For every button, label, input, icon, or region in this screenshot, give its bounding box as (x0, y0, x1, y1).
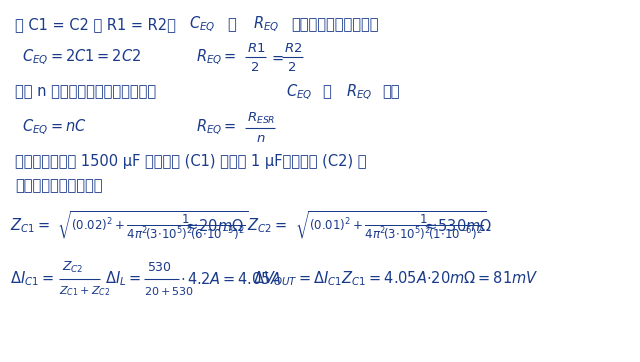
Text: $530$: $530$ (147, 261, 172, 274)
Text: 组成的输出滤波电路：: 组成的输出滤波电路： (15, 178, 103, 193)
Text: $2$: $2$ (287, 60, 296, 73)
Text: $\approx\!20m\Omega$: $\approx\!20m\Omega$ (183, 218, 244, 234)
Text: $=$: $=$ (269, 50, 285, 64)
Text: $C_{EQ}=2C1=2C2$: $C_{EQ}=2C1=2C2$ (22, 47, 141, 67)
Text: $\Delta V_{OUT}=\Delta I_{C1}Z_{C1}=4.05A{\cdot}20m\Omega=81mV$: $\Delta V_{OUT}=\Delta I_{C1}Z_{C1}=4.05… (253, 269, 539, 288)
Text: $C_{EQ}$: $C_{EQ}$ (285, 82, 312, 102)
Text: 如有 n 颗同一电容并联，并联后的: 如有 n 颗同一电容并联，并联后的 (15, 84, 161, 100)
Text: 才与频率无关。此时：: 才与频率无关。此时： (291, 17, 379, 32)
Text: 当 C1 = C2 和 R1 = R2，: 当 C1 = C2 和 R1 = R2， (15, 17, 176, 32)
Text: $20+530$: $20+530$ (144, 285, 195, 297)
Text: $Z_{C2}=$: $Z_{C2}=$ (246, 216, 287, 235)
Text: $\sqrt{\left(0.01\right)^{2}+\dfrac{1}{4\pi^{2}\!\left(3{\cdot}10^{5}\right)^{2}: $\sqrt{\left(0.01\right)^{2}+\dfrac{1}{4… (294, 210, 486, 242)
Text: $C_{EQ}$: $C_{EQ}$ (189, 15, 216, 34)
Text: $Z_{C1}=$: $Z_{C1}=$ (10, 216, 50, 235)
Text: $\approx\!530m\Omega$: $\approx\!530m\Omega$ (422, 218, 492, 234)
Text: $Z_{C2}$: $Z_{C2}$ (62, 260, 83, 275)
Text: 重新分析由四颗 1500 μF 电解电容 (C1) 和一颗 1 μF瓷片电容 (C2) 所: 重新分析由四颗 1500 μF 电解电容 (C1) 和一颗 1 μF瓷片电容 (… (15, 154, 367, 169)
Text: ${\cdot}\,4.2A=4.05A$: ${\cdot}\,4.2A=4.05A$ (180, 271, 282, 287)
Text: $\Delta I_{L}=$: $\Delta I_{L}=$ (104, 269, 141, 288)
Text: $R2$: $R2$ (284, 42, 302, 55)
Text: $2$: $2$ (250, 60, 259, 73)
Text: 和: 和 (228, 17, 236, 32)
Text: $R_{EQ}$: $R_{EQ}$ (253, 15, 280, 34)
Text: 和: 和 (322, 84, 331, 100)
Text: $R_{EQ}$: $R_{EQ}$ (346, 82, 372, 102)
Text: 为：: 为： (383, 84, 400, 100)
Text: $n$: $n$ (256, 132, 266, 145)
Text: $R1$: $R1$ (246, 42, 265, 55)
Text: $R_{EQ}=$: $R_{EQ}=$ (196, 47, 236, 67)
Text: $R_{ESR}$: $R_{ESR}$ (246, 111, 275, 126)
Text: $C_{EQ}=nC$: $C_{EQ}=nC$ (22, 118, 87, 138)
Text: $\sqrt{\left(0.02\right)^{2}+\dfrac{1}{4\pi^{2}\!\left(3{\cdot}10^{5}\right)^{2}: $\sqrt{\left(0.02\right)^{2}+\dfrac{1}{4… (58, 210, 249, 242)
Text: $R_{EQ}=$: $R_{EQ}=$ (196, 118, 236, 138)
Text: $\Delta I_{C1}=$: $\Delta I_{C1}=$ (10, 269, 54, 288)
Text: $Z_{C1}+Z_{C2}$: $Z_{C1}+Z_{C2}$ (59, 285, 110, 298)
